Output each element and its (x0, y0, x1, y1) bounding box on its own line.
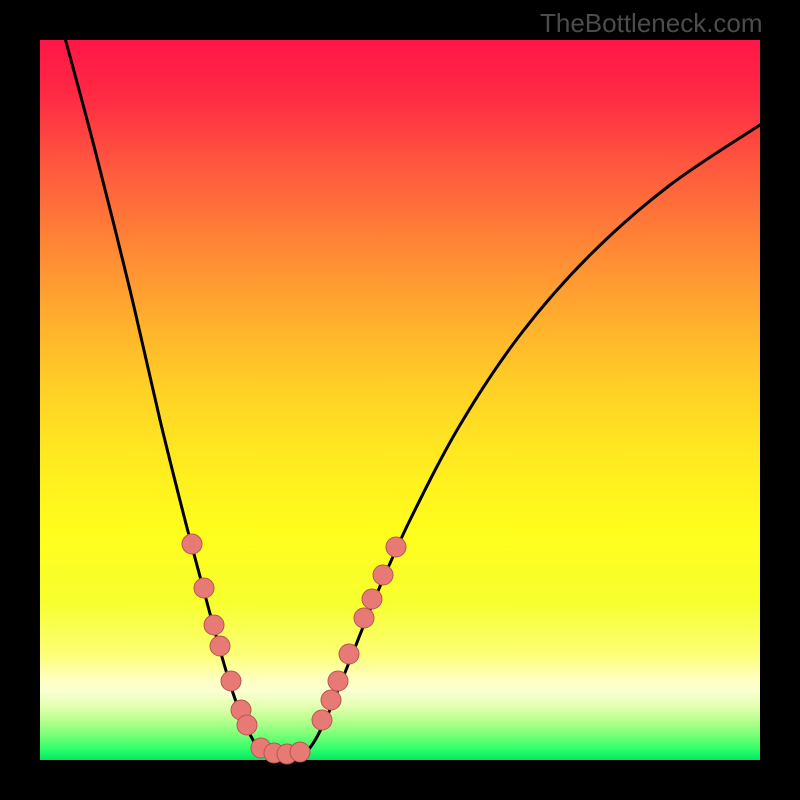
chart-stage: TheBottleneck.com (0, 0, 800, 800)
plot-frame (37, 37, 763, 763)
watermark-text: TheBottleneck.com (540, 8, 763, 39)
